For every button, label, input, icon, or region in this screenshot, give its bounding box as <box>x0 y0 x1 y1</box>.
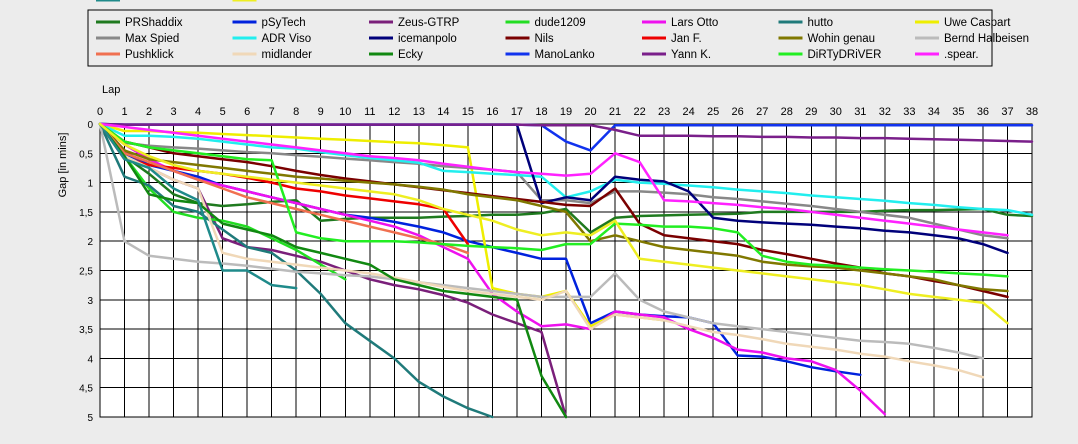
x-tick-label: 35 <box>952 106 964 118</box>
x-tick-label: 6 <box>244 106 250 118</box>
y-tick-label: 2,5 <box>79 267 93 278</box>
x-tick-label: 16 <box>486 106 498 118</box>
x-tick-label: 24 <box>683 106 695 118</box>
legend-label: Jan F. <box>671 33 702 45</box>
series-line-pushklick <box>98 122 470 255</box>
y-tick-label: 1,5 <box>79 208 93 219</box>
axes: 0 1 2 3 4 5 6 7 8 9 10 11 12 13 14 15 16 17 18 19 20 21 22 23 24… <box>79 106 1038 424</box>
series-line-dude1209 <box>98 122 347 281</box>
x-tick-label: 32 <box>879 106 891 118</box>
y-tick-label: 3 <box>87 296 93 307</box>
x-tick-label: 17 <box>511 106 523 118</box>
legend-label: Yann K. <box>671 49 711 61</box>
y-tick-label: 4,5 <box>79 384 93 395</box>
x-tick-label: 4 <box>195 106 201 118</box>
x-tick-label: 18 <box>535 106 547 118</box>
x-tick-label: 0 <box>97 106 103 118</box>
x-tick-label: 25 <box>707 106 719 118</box>
series-line-bernd-halbeisen <box>98 122 985 360</box>
y-axis-title: Gap [in mins] <box>57 133 69 198</box>
legend-label: midlander <box>262 49 313 61</box>
legend-label: Pushklick <box>125 49 174 61</box>
legend-label: hutto <box>808 17 834 29</box>
legend-label: ManoLanko <box>535 49 595 61</box>
legend-label: Max Spied <box>125 33 179 45</box>
series-line-prshaddix <box>98 122 1034 234</box>
series-line-ecky <box>98 122 568 419</box>
legend-label: pSyTech <box>262 17 306 29</box>
x-tick-label: 28 <box>781 106 793 118</box>
x-tick-label: 19 <box>560 106 572 118</box>
x-tick-label: 14 <box>437 106 449 118</box>
y-tick-label: 5 <box>87 413 93 424</box>
x-tick-label: 15 <box>462 106 474 118</box>
x-tick-label: 21 <box>609 106 621 118</box>
legend-label: PRShaddix <box>125 17 183 29</box>
y-tick-label: 0 <box>87 120 93 131</box>
x-tick-label: 23 <box>658 106 670 118</box>
legend: PRShaddix pSyTech Zeus-GTRP dude1209 Lars Ot… <box>96 0 1029 61</box>
legend-label: icemanpolo <box>398 33 457 45</box>
legend-label: dude1209 <box>535 17 586 29</box>
x-tick-label: 9 <box>318 106 324 118</box>
series-line-wohin-genau <box>98 122 1009 293</box>
y-tick-label: 1 <box>87 179 93 190</box>
x-tick-label: 36 <box>977 106 989 118</box>
legend-label: Lars Otto <box>671 17 718 29</box>
x-tick-label: 38 <box>1026 106 1038 118</box>
y-tick-label: 2 <box>87 237 93 248</box>
y-tick-label: 4 <box>87 354 93 365</box>
x-tick-label: 5 <box>220 106 226 118</box>
y-tick-label: 3,5 <box>79 325 93 336</box>
series-line-tonice <box>98 122 298 290</box>
series-line-midlander <box>98 122 985 379</box>
x-tick-label: 22 <box>633 106 645 118</box>
x-tick-label: 7 <box>269 106 275 118</box>
x-tick-label: 34 <box>928 106 940 118</box>
x-tick-label: 30 <box>830 106 842 118</box>
x-tick-label: 13 <box>413 106 425 118</box>
legend-label: Bernd Halbeisen <box>944 33 1029 45</box>
x-tick-label: 33 <box>903 106 915 118</box>
y-tick-label: 0,5 <box>79 149 93 160</box>
x-tick-label: 10 <box>339 106 351 118</box>
legend-label: Nils <box>535 33 554 45</box>
x-axis-title: Lap <box>102 84 120 96</box>
legend-label: Zeus-GTRP <box>398 17 460 29</box>
x-tick-label: 1 <box>121 106 127 118</box>
x-tick-label: 26 <box>732 106 744 118</box>
x-tick-label: 27 <box>756 106 768 118</box>
series-lines <box>98 122 1034 419</box>
legend-label: Ecky <box>398 49 423 61</box>
series-line-yann-k <box>98 122 1034 143</box>
legend-label: Wohin genau <box>808 33 876 45</box>
x-tick-label: 2 <box>146 106 152 118</box>
x-tick-label: 31 <box>854 106 866 118</box>
x-tick-label: 8 <box>293 106 299 118</box>
x-tick-label: 20 <box>584 106 596 118</box>
x-tick-label: 3 <box>171 106 177 118</box>
x-tick-label: 29 <box>805 106 817 118</box>
legend-label: .spear. <box>944 49 979 61</box>
series-line-spear <box>98 122 1009 237</box>
legend-label: DiRTyDRiVER <box>808 49 882 61</box>
series-line-volker <box>98 122 1009 325</box>
x-tick-label: 37 <box>1001 106 1013 118</box>
x-tick-label: 12 <box>388 106 400 118</box>
legend-label: ADR Viso <box>262 33 312 45</box>
series-line-dirtydriver <box>98 122 1009 278</box>
legend-label: ToniCE <box>125 0 162 3</box>
x-tick-label: 11 <box>364 106 375 118</box>
legend-label: volker <box>262 0 293 3</box>
legend-label: Uwe Caspart <box>944 17 1011 29</box>
